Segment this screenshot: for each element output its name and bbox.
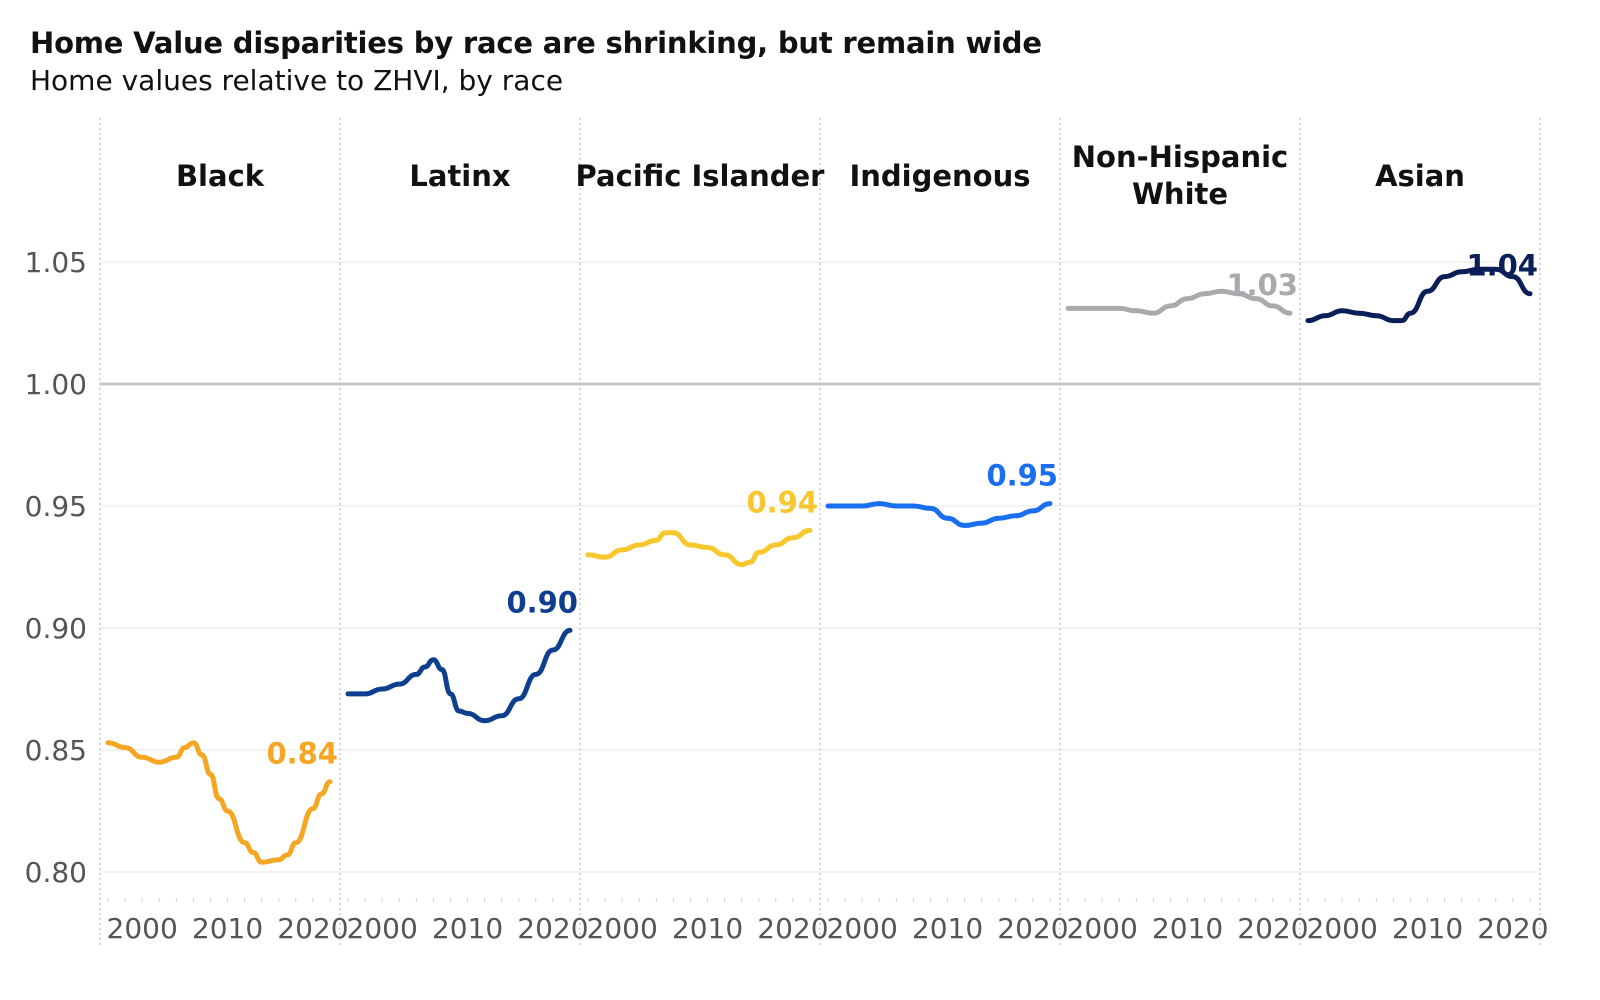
x-tick-label: 2020 (997, 912, 1068, 945)
x-tick-label: 2000 (347, 912, 418, 945)
x-tick-label: 2010 (672, 912, 743, 945)
y-tick-label: 0.90 (25, 612, 87, 645)
panel-title: Non-Hispanic (1072, 140, 1288, 174)
end-value-label: 1.03 (1226, 268, 1298, 302)
y-tick-label: 1.00 (25, 368, 87, 401)
x-tick-label: 2000 (107, 912, 178, 945)
x-tick-label: 2000 (1307, 912, 1378, 945)
x-tick-label: 2010 (1152, 912, 1223, 945)
series-line (1065, 288, 1293, 316)
x-tick-label: 2010 (432, 912, 503, 945)
x-tick-label: 2020 (517, 912, 588, 945)
series-line (105, 740, 333, 865)
panel-title: White (1132, 177, 1228, 211)
end-value-label: 0.90 (506, 585, 578, 619)
chart-title: Home Value disparities by race are shrin… (30, 26, 1042, 60)
panel-title: Pacific Islander (576, 159, 826, 193)
series-line (345, 627, 573, 724)
x-tick-label: 2020 (277, 912, 348, 945)
x-tick-label: 2010 (192, 912, 263, 945)
end-value-label: 0.94 (746, 485, 818, 519)
x-tick-label: 2020 (1477, 912, 1548, 945)
x-tick-label: 2020 (1237, 912, 1308, 945)
series-line (585, 527, 813, 568)
panel-title: Asian (1375, 159, 1465, 193)
y-tick-label: 0.85 (25, 734, 87, 767)
panel-title: Black (176, 159, 265, 193)
end-value-label: 1.04 (1466, 249, 1538, 283)
x-tick-label: 2010 (912, 912, 983, 945)
panel-title: Indigenous (849, 159, 1030, 193)
x-tick-label: 2010 (1392, 912, 1463, 945)
end-value-label: 0.95 (986, 459, 1058, 493)
panel-title: Latinx (409, 159, 510, 193)
series-line (1305, 266, 1533, 324)
x-tick-label: 2020 (757, 912, 828, 945)
y-tick-label: 1.05 (25, 246, 87, 279)
chart-subtitle: Home values relative to ZHVI, by race (30, 64, 564, 97)
x-tick-label: 2000 (1067, 912, 1138, 945)
y-tick-label: 0.80 (25, 856, 87, 889)
x-tick-label: 2000 (827, 912, 898, 945)
series-line (825, 501, 1053, 528)
end-value-label: 0.84 (266, 737, 338, 771)
y-tick-label: 0.95 (25, 490, 87, 523)
x-tick-label: 2000 (587, 912, 658, 945)
